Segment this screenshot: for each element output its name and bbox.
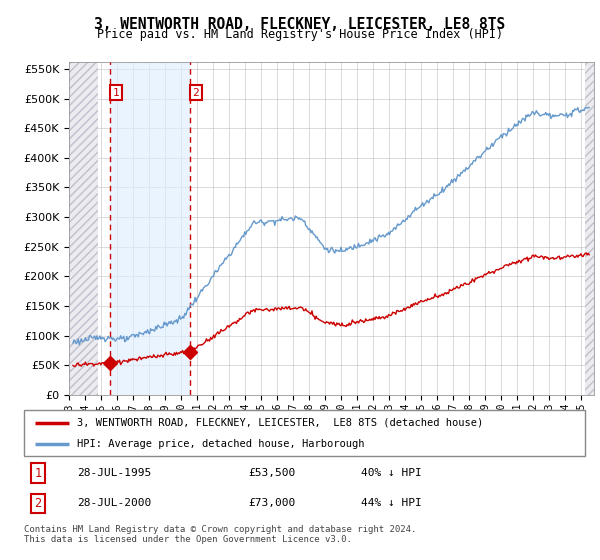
FancyBboxPatch shape [24,410,585,456]
Text: 28-JUL-1995: 28-JUL-1995 [77,468,152,478]
Text: £73,000: £73,000 [248,498,296,508]
Text: 44% ↓ HPI: 44% ↓ HPI [361,498,421,508]
Bar [69,62,98,395]
Text: 2: 2 [193,88,199,97]
Text: 40% ↓ HPI: 40% ↓ HPI [361,468,421,478]
Text: 1: 1 [113,88,119,97]
Text: 3, WENTWORTH ROAD, FLECKNEY, LEICESTER, LE8 8TS: 3, WENTWORTH ROAD, FLECKNEY, LEICESTER, … [94,17,506,32]
Text: 28-JUL-2000: 28-JUL-2000 [77,498,152,508]
Text: Contains HM Land Registry data © Crown copyright and database right 2024.
This d: Contains HM Land Registry data © Crown c… [24,525,416,544]
Text: 3, WENTWORTH ROAD, FLECKNEY, LEICESTER,  LE8 8TS (detached house): 3, WENTWORTH ROAD, FLECKNEY, LEICESTER, … [77,418,484,428]
Bar [585,62,594,395]
Text: £53,500: £53,500 [248,468,296,478]
Bar [110,62,190,395]
Text: Price paid vs. HM Land Registry's House Price Index (HPI): Price paid vs. HM Land Registry's House … [97,28,503,41]
Text: HPI: Average price, detached house, Harborough: HPI: Average price, detached house, Harb… [77,439,365,449]
Text: 2: 2 [34,497,41,510]
Text: 1: 1 [34,466,41,480]
